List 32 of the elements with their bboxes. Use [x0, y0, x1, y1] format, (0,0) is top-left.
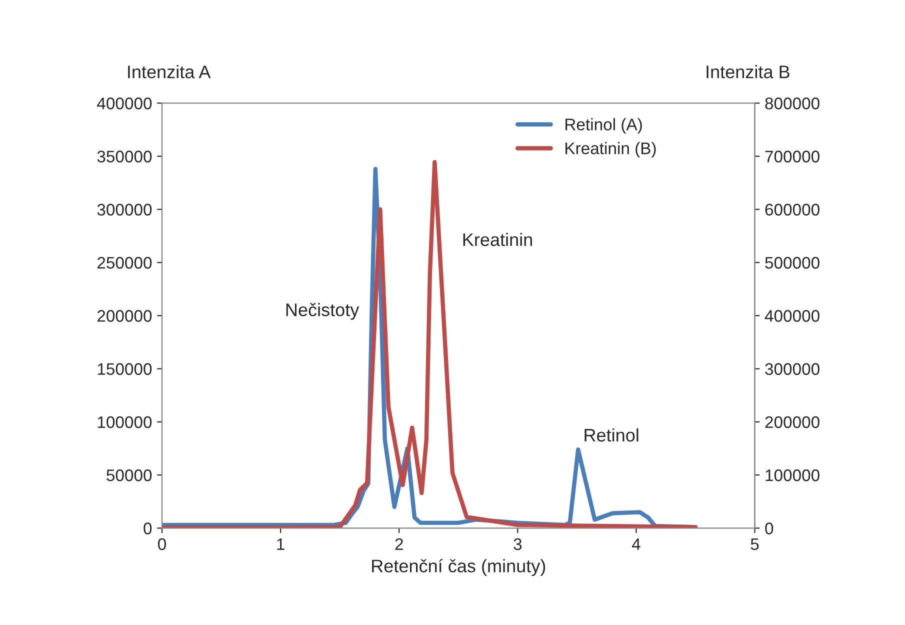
- y2-tick-label: 100000: [766, 469, 820, 482]
- x-tick-label: 0: [158, 538, 166, 550]
- y2-tick-label: 800000: [765, 98, 820, 110]
- x-tick-label: 2: [395, 538, 403, 550]
- x-tick-label: 4: [632, 538, 640, 550]
- x-tick-label: 5: [750, 538, 759, 550]
- y2-tick-label: 700000: [765, 150, 820, 162]
- y-tick-label: 400000: [97, 98, 152, 110]
- y2-tick-label: 300000: [765, 363, 820, 375]
- x-tick-label: 3: [514, 538, 522, 550]
- y2-tick-label: 200000: [765, 416, 820, 428]
- y-tick-label: 250000: [98, 256, 152, 269]
- y2-axis-title: Intenzita B: [706, 65, 790, 78]
- y-tick-label: 100000: [98, 416, 152, 428]
- y-tick-label: 50000: [106, 469, 152, 482]
- y-tick-label: 350000: [97, 150, 152, 162]
- y2-tick-label: 400000: [764, 310, 820, 322]
- y-axis-title: Intenzita A: [128, 65, 211, 78]
- y2-tick-label: 500000: [765, 256, 820, 269]
- legend-label: Kreatinin (B): [566, 142, 656, 158]
- y2-tick-label: 600000: [765, 204, 820, 216]
- y-tick-label: 0: [144, 522, 152, 534]
- y2-tick-label: 0: [765, 522, 774, 534]
- y-tick-label: 200000: [98, 310, 152, 322]
- x-axis-title: Retenční čas (minuty): [372, 558, 546, 576]
- x-tick-label: 1: [277, 538, 284, 550]
- annotation: Retinol: [584, 428, 638, 442]
- annotation: Nečistoty: [286, 302, 360, 320]
- y-tick-label: 150000: [98, 363, 152, 375]
- legend-label: Retinol (A): [566, 118, 642, 134]
- y-tick-label: 300000: [97, 204, 152, 216]
- annotation: Kreatinin: [463, 232, 532, 246]
